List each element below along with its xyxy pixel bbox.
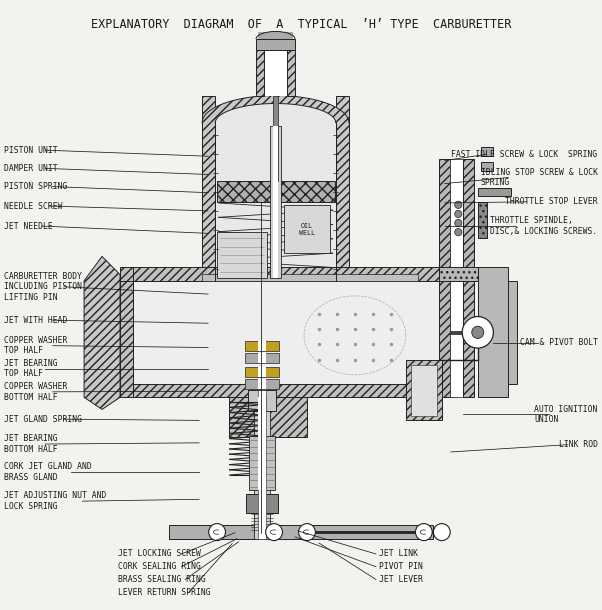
Text: FAST IDLE SCREW & LOCK  SPRING: FAST IDLE SCREW & LOCK SPRING <box>452 150 598 159</box>
Text: LEVER RETURN SPRING: LEVER RETURN SPRING <box>118 587 211 597</box>
Circle shape <box>455 201 462 209</box>
Text: THROTTLE SPINDLE,
DISC,& LOCKING SCREWS.: THROTTLE SPINDLE, DISC,& LOCKING SCREWS. <box>491 217 598 235</box>
Bar <box>336 96 349 281</box>
Bar <box>133 267 457 281</box>
Bar <box>246 495 278 512</box>
Bar <box>450 331 463 334</box>
Bar <box>258 379 265 389</box>
Polygon shape <box>87 259 120 280</box>
Text: PISTON SPRING: PISTON SPRING <box>4 182 68 191</box>
Bar <box>287 50 295 96</box>
Text: THROTTLE STOP LEVER: THROTTLE STOP LEVER <box>505 197 598 206</box>
Circle shape <box>209 523 226 540</box>
Bar <box>245 341 279 351</box>
Bar <box>481 162 493 171</box>
Bar <box>273 96 278 181</box>
Text: IDLING STOP SCREW & LOCK
SPRING: IDLING STOP SCREW & LOCK SPRING <box>480 168 598 187</box>
Circle shape <box>455 210 462 218</box>
Text: BRASS SEALING RING: BRASS SEALING RING <box>118 575 206 584</box>
Bar <box>256 50 264 96</box>
Text: DAMPER UNIT: DAMPER UNIT <box>4 164 58 173</box>
Text: AUTO IGNITION
UNION: AUTO IGNITION UNION <box>534 404 598 424</box>
Bar <box>463 159 474 397</box>
Text: JET ADJUSTING NUT AND
LOCK SPRING: JET ADJUSTING NUT AND LOCK SPRING <box>4 492 107 511</box>
Text: CORK JET GLAND AND
BRASS GLAND: CORK JET GLAND AND BRASS GLAND <box>4 462 92 482</box>
Circle shape <box>455 229 462 236</box>
Bar <box>245 379 279 389</box>
Bar <box>439 159 450 397</box>
Bar <box>481 147 493 156</box>
Bar <box>284 205 330 253</box>
Bar <box>245 367 279 376</box>
Bar <box>217 232 267 278</box>
Circle shape <box>299 523 315 540</box>
Bar <box>478 202 487 239</box>
Bar <box>450 159 463 397</box>
Circle shape <box>455 220 462 227</box>
Bar <box>217 181 335 202</box>
Circle shape <box>265 523 282 540</box>
Circle shape <box>462 317 494 348</box>
Text: EXPLANATORY  DIAGRAM  OF  A  TYPICAL  ʼHʼ TYPE  CARBURETTER: EXPLANATORY DIAGRAM OF A TYPICAL ʼHʼ TYP… <box>91 18 511 31</box>
Text: JET WITH HEAD: JET WITH HEAD <box>4 316 68 325</box>
Text: JET BEARING
TOP HALF: JET BEARING TOP HALF <box>4 359 58 378</box>
Bar <box>258 390 265 411</box>
Bar <box>258 341 265 351</box>
Bar <box>258 397 265 437</box>
Text: JET NEEDLE: JET NEEDLE <box>4 221 53 231</box>
Text: JET LOCKING SCREW: JET LOCKING SCREW <box>118 550 201 559</box>
Circle shape <box>415 523 432 540</box>
Bar <box>264 50 287 96</box>
Bar <box>202 96 216 281</box>
Circle shape <box>433 523 450 540</box>
Bar <box>202 274 418 281</box>
Bar <box>411 365 437 415</box>
Text: JET LINK: JET LINK <box>379 550 418 559</box>
Bar <box>258 353 265 363</box>
Bar <box>478 188 510 196</box>
Bar <box>169 525 433 539</box>
Bar <box>258 436 265 490</box>
Text: CARBURETTER BODY
INCLUDING PISTON
LIFTING PIN: CARBURETTER BODY INCLUDING PISTON LIFTIN… <box>4 272 82 302</box>
Polygon shape <box>216 104 336 123</box>
Bar <box>406 360 442 420</box>
Text: COPPER WASHER
TOP HALF: COPPER WASHER TOP HALF <box>4 336 68 356</box>
Bar <box>507 281 517 384</box>
Bar <box>253 397 270 539</box>
Text: PISTON UNIT: PISTON UNIT <box>4 146 58 155</box>
Bar <box>245 353 279 363</box>
Text: JET LEVER: JET LEVER <box>379 575 423 584</box>
Polygon shape <box>84 256 120 409</box>
Text: CAM & PIVOT BOLT: CAM & PIVOT BOLT <box>520 338 598 347</box>
Text: CORK SEALING RING: CORK SEALING RING <box>118 562 201 571</box>
Text: LINK ROD: LINK ROD <box>559 440 598 449</box>
Text: JET BEARING
BOTTOM HALF: JET BEARING BOTTOM HALF <box>4 434 58 454</box>
Bar <box>120 267 133 397</box>
Bar <box>249 436 275 490</box>
Bar <box>216 123 336 281</box>
Bar <box>478 267 507 397</box>
Circle shape <box>472 326 484 339</box>
Bar <box>270 126 281 278</box>
Text: JET GLAND SPRING: JET GLAND SPRING <box>4 415 82 424</box>
Polygon shape <box>202 96 349 123</box>
Bar <box>133 281 457 384</box>
Bar <box>273 126 278 278</box>
Text: OIL
WELL: OIL WELL <box>299 223 315 235</box>
Bar <box>133 384 457 397</box>
Bar <box>256 39 295 50</box>
Text: NEEDLE SCREW: NEEDLE SCREW <box>4 201 63 210</box>
Text: COPPER WASHER
BOTTOM HALF: COPPER WASHER BOTTOM HALF <box>4 382 68 401</box>
Bar <box>439 267 478 281</box>
Bar <box>248 390 276 411</box>
Bar <box>258 32 293 41</box>
Bar <box>258 367 265 376</box>
Bar <box>258 397 265 539</box>
Text: PIVOT PIN: PIVOT PIN <box>379 562 423 571</box>
Bar <box>229 397 307 437</box>
